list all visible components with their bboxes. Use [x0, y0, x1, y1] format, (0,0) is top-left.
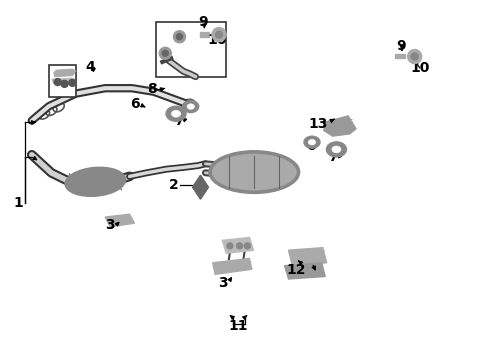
- Ellipse shape: [183, 100, 198, 113]
- Circle shape: [173, 31, 185, 43]
- Polygon shape: [52, 78, 74, 84]
- Ellipse shape: [308, 140, 315, 145]
- Ellipse shape: [171, 111, 180, 117]
- Polygon shape: [222, 238, 253, 253]
- Ellipse shape: [209, 151, 299, 193]
- Polygon shape: [199, 32, 209, 37]
- Circle shape: [407, 50, 421, 63]
- Circle shape: [236, 243, 242, 249]
- Text: 3: 3: [217, 276, 227, 289]
- Polygon shape: [288, 248, 326, 266]
- Ellipse shape: [65, 168, 125, 196]
- Text: 10: 10: [410, 62, 429, 75]
- Text: 13: 13: [307, 117, 327, 131]
- Text: 1: 1: [14, 197, 23, 210]
- Text: 7: 7: [173, 114, 183, 127]
- Text: 9: 9: [198, 15, 207, 29]
- Bar: [49, 65, 76, 97]
- Polygon shape: [192, 175, 208, 199]
- Circle shape: [159, 47, 171, 59]
- Ellipse shape: [166, 106, 185, 121]
- Text: 5: 5: [268, 157, 278, 171]
- Circle shape: [226, 243, 232, 249]
- Text: 9: 9: [395, 39, 405, 53]
- Polygon shape: [105, 214, 134, 227]
- Polygon shape: [284, 263, 325, 279]
- Text: 12: 12: [285, 263, 305, 277]
- Polygon shape: [54, 69, 76, 77]
- Polygon shape: [212, 258, 251, 274]
- Ellipse shape: [331, 146, 340, 153]
- Text: 7: 7: [327, 150, 337, 163]
- Ellipse shape: [304, 136, 319, 148]
- Bar: [156, 22, 226, 77]
- Circle shape: [69, 79, 76, 86]
- Circle shape: [54, 78, 61, 86]
- Text: 8: 8: [146, 82, 156, 96]
- Circle shape: [61, 80, 68, 87]
- Circle shape: [215, 31, 222, 38]
- Circle shape: [410, 53, 417, 60]
- Text: 11: 11: [228, 319, 248, 333]
- Text: 6: 6: [129, 98, 139, 111]
- Text: 4: 4: [85, 60, 95, 73]
- Polygon shape: [394, 54, 404, 58]
- Ellipse shape: [326, 142, 346, 157]
- Text: 2: 2: [168, 179, 178, 192]
- Text: 3: 3: [105, 218, 115, 232]
- Circle shape: [244, 243, 250, 249]
- Polygon shape: [323, 116, 355, 136]
- Circle shape: [162, 50, 168, 56]
- Ellipse shape: [187, 104, 194, 109]
- Text: 10: 10: [207, 33, 227, 46]
- Ellipse shape: [181, 99, 195, 110]
- Circle shape: [212, 28, 225, 41]
- Text: 6: 6: [305, 139, 315, 153]
- Circle shape: [176, 34, 182, 40]
- Ellipse shape: [212, 154, 296, 190]
